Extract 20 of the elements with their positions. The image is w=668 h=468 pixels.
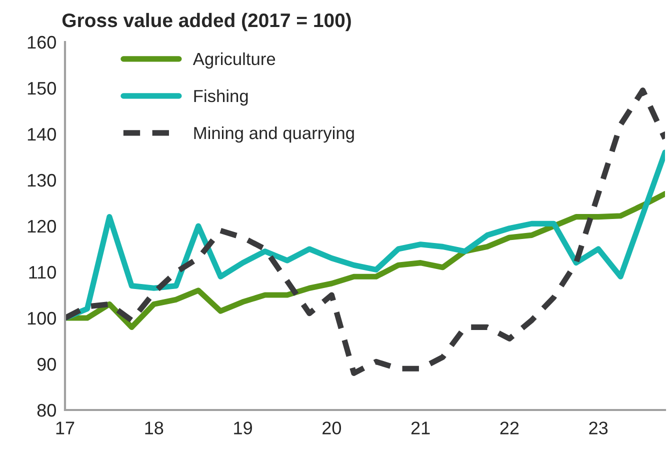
legend-label: Fishing: [194, 89, 248, 106]
legend-label: Mining and quarrying: [194, 126, 354, 143]
x-tick-label: 22: [500, 422, 519, 434]
x-tick-label: 23: [589, 422, 608, 434]
y-tick-label: 140: [28, 128, 56, 141]
legend-label: Agriculture: [192, 52, 276, 69]
x-tick-label: 20: [322, 422, 342, 434]
y-tick-label: 100: [28, 312, 56, 325]
chart-title: Gross value added (2017 = 100): [62, 12, 351, 32]
y-tick-label: 130: [28, 174, 56, 187]
x-tick-label: 18: [145, 422, 164, 434]
y-tick-label: 80: [37, 404, 56, 417]
x-tick-label: 17: [56, 422, 74, 434]
y-tick-label: 90: [37, 358, 56, 371]
y-tick-label: 150: [28, 82, 56, 95]
y-tick-label: 120: [28, 220, 56, 233]
y-tick-label: 160: [28, 36, 56, 49]
x-tick-label: 19: [234, 422, 252, 434]
x-tick-label: 21: [411, 422, 430, 434]
y-tick-label: 110: [29, 266, 56, 279]
